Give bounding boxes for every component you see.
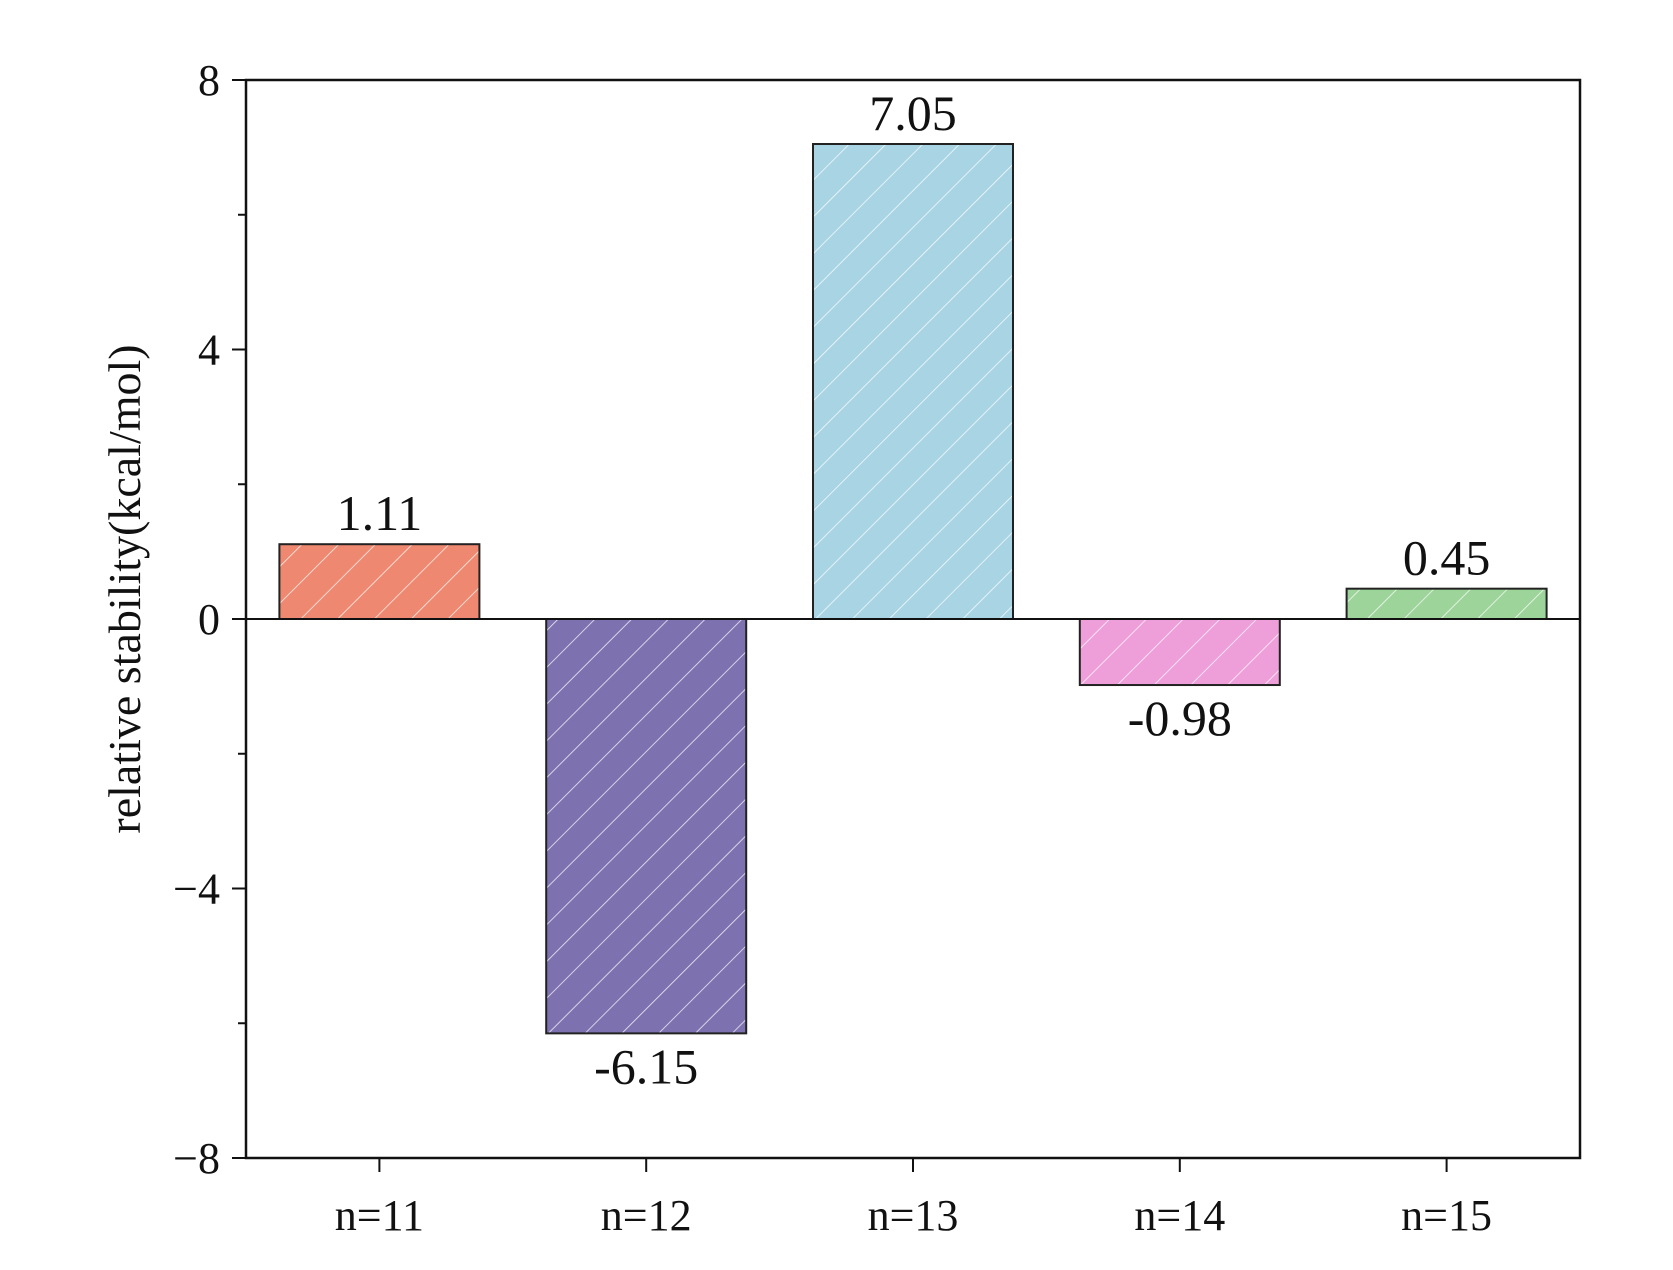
bar-n=13 (812, 143, 1014, 620)
y-tick-label: 0 (198, 595, 220, 644)
x-tick-label: n=12 (601, 1191, 692, 1240)
ticks-layer: −8 −4 0 4 8 n=11 n=12 n=13 n=14 n=15 (173, 56, 1492, 1240)
y-tick-label: 4 (198, 326, 220, 375)
bars-layer (278, 143, 1548, 1035)
bar-n=12 (545, 618, 748, 1035)
y-tick-label: −4 (173, 865, 220, 914)
data-label-n=12: -6.15 (594, 1038, 698, 1094)
bar-n=14 (1078, 618, 1281, 687)
bar-n=11 (278, 543, 481, 620)
data-label-n=13: 7.05 (869, 85, 957, 141)
y-tick-label: −8 (173, 1134, 220, 1183)
data-labels-layer: 1.11 -6.15 7.05 -0.98 0.45 (337, 85, 1491, 1094)
x-tick-label: n=11 (335, 1191, 424, 1240)
y-axis-title: relative stability(kcal/mol) (99, 344, 150, 833)
x-tick-label: n=15 (1401, 1191, 1492, 1240)
x-tick-label: n=13 (868, 1191, 959, 1240)
data-label-n=15: 0.45 (1403, 530, 1491, 586)
data-label-n=11: 1.11 (337, 485, 423, 541)
y-tick-label: 8 (198, 56, 220, 105)
bar-n=15 (1345, 587, 1548, 621)
data-label-n=14: -0.98 (1128, 690, 1232, 746)
x-tick-label: n=14 (1134, 1191, 1225, 1240)
